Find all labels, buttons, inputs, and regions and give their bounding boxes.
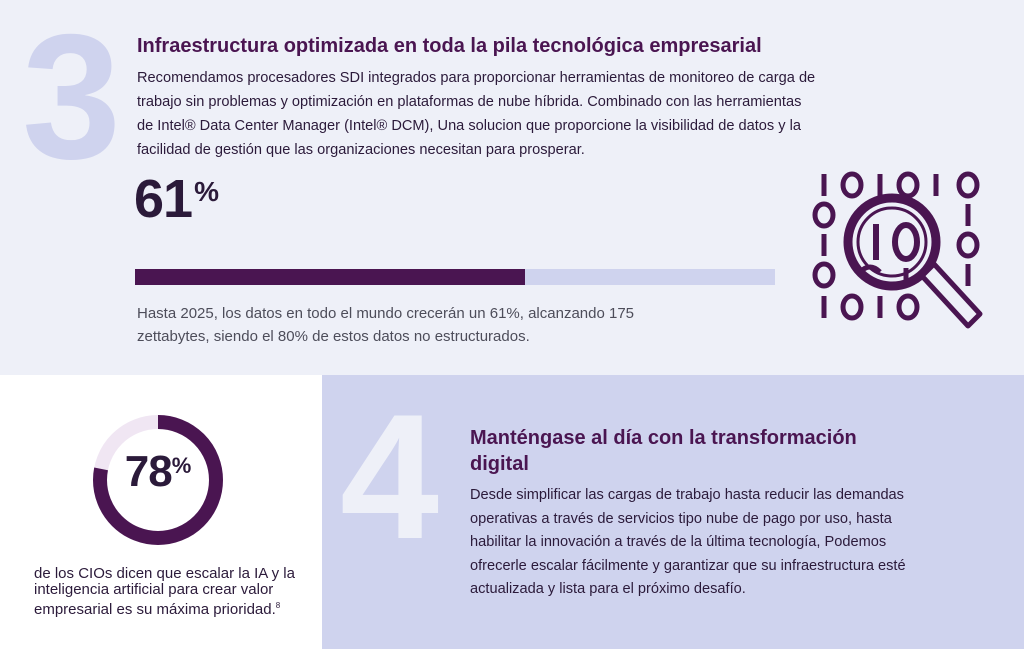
stat-61-value: 61	[134, 169, 193, 229]
stat-61-unit: %	[194, 176, 219, 207]
stat-61-caption: Hasta 2025, los datos en todo el mundo c…	[137, 305, 635, 345]
donut-chart-78	[93, 415, 223, 545]
magnifying-glass-binary-icon	[812, 171, 983, 329]
section-4-title: Manténgase al día con la transformación …	[470, 427, 857, 475]
section-number-3: 3	[22, 0, 121, 196]
stat-78-percent: 78%	[88, 450, 228, 494]
stat-78-unit: %	[171, 453, 192, 478]
donut-arc	[93, 415, 223, 545]
stat-78-value: 78	[124, 447, 173, 496]
section-number-4: 4	[340, 377, 439, 576]
progress-bar-61	[135, 269, 775, 285]
stat-78-caption-text: de los CIOs dicen que escalar la IA y la…	[34, 565, 295, 618]
section-4-body: Desde simplificar las cargas de trabajo …	[470, 487, 906, 597]
stat-61-percent: 61%	[134, 172, 219, 226]
footnote-marker: 8	[275, 601, 281, 610]
progress-bar-61-fill	[135, 269, 526, 285]
section-3-body: Recomendamos procesadores SDI integrados…	[137, 70, 816, 158]
section-3-panel	[0, 0, 1024, 375]
section-4-panel	[322, 375, 1024, 649]
section-3-title: Infraestructura optimizada en toda la pi…	[137, 35, 762, 57]
stat-78-caption: de los CIOs dicen que escalar la IA y la…	[34, 566, 314, 618]
